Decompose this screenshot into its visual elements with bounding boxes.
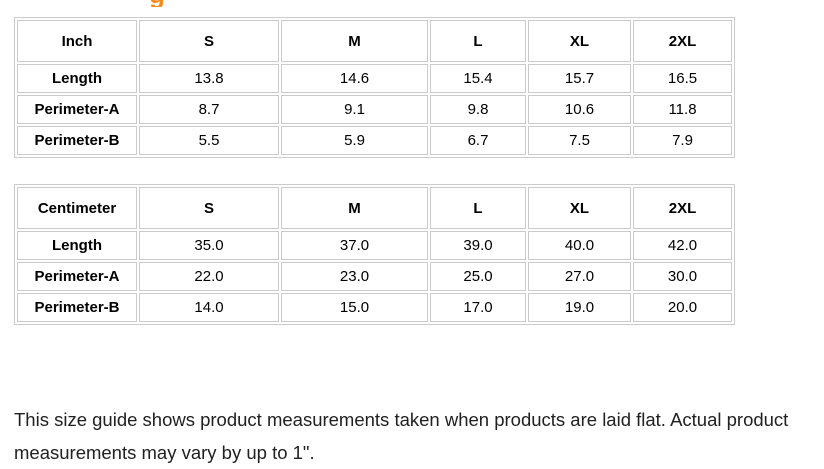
size-column-header: L xyxy=(430,187,526,229)
size-value-cell: 39.0 xyxy=(430,231,526,260)
row-label: Length xyxy=(17,64,137,93)
row-label: Perimeter-B xyxy=(17,126,137,155)
size-column-header: S xyxy=(139,187,279,229)
size-value-cell: 15.4 xyxy=(430,64,526,93)
row-label: Perimeter-A xyxy=(17,262,137,291)
row-label: Perimeter-B xyxy=(17,293,137,322)
size-value-cell: 7.5 xyxy=(528,126,631,155)
size-value-cell: 5.9 xyxy=(281,126,428,155)
size-column-header: S xyxy=(139,20,279,62)
table-row-length: Length 35.0 37.0 39.0 40.0 42.0 xyxy=(17,231,732,260)
size-value-cell: 11.8 xyxy=(633,95,732,124)
size-value-cell: 17.0 xyxy=(430,293,526,322)
size-value-cell: 8.7 xyxy=(139,95,279,124)
unit-header-cell: Inch xyxy=(17,20,137,62)
inch-header-row: Inch S M L XL 2XL xyxy=(17,20,732,62)
clipped-heading-fragment: g xyxy=(149,0,175,7)
size-value-cell: 9.1 xyxy=(281,95,428,124)
size-value-cell: 37.0 xyxy=(281,231,428,260)
size-value-cell: 22.0 xyxy=(139,262,279,291)
heading-letter: g xyxy=(149,0,165,7)
size-value-cell: 42.0 xyxy=(633,231,732,260)
size-table-inch: Inch S M L XL 2XL Length 13.8 14.6 15.4 … xyxy=(14,17,735,158)
size-value-cell: 40.0 xyxy=(528,231,631,260)
size-table-centimeter: Centimeter S M L XL 2XL Length 35.0 37.0… xyxy=(14,184,735,325)
table-row-length: Length 13.8 14.6 15.4 15.7 16.5 xyxy=(17,64,732,93)
size-value-cell: 16.5 xyxy=(633,64,732,93)
size-value-cell: 6.7 xyxy=(430,126,526,155)
size-value-cell: 5.5 xyxy=(139,126,279,155)
size-value-cell: 30.0 xyxy=(633,262,732,291)
size-value-cell: 35.0 xyxy=(139,231,279,260)
size-value-cell: 7.9 xyxy=(633,126,732,155)
size-guide-note: This size guide shows product measuremen… xyxy=(14,408,789,463)
size-value-cell: 27.0 xyxy=(528,262,631,291)
size-value-cell: 13.8 xyxy=(139,64,279,93)
table-row-perimeter-b: Perimeter-B 5.5 5.9 6.7 7.5 7.9 xyxy=(17,126,732,155)
size-value-cell: 15.7 xyxy=(528,64,631,93)
cm-header-row: Centimeter S M L XL 2XL xyxy=(17,187,732,229)
table-row-perimeter-a: Perimeter-A 8.7 9.1 9.8 10.6 11.8 xyxy=(17,95,732,124)
size-value-cell: 14.6 xyxy=(281,64,428,93)
table-row-perimeter-a: Perimeter-A 22.0 23.0 25.0 27.0 30.0 xyxy=(17,262,732,291)
row-label: Length xyxy=(17,231,137,260)
size-column-header: L xyxy=(430,20,526,62)
size-column-header: M xyxy=(281,20,428,62)
table-row-perimeter-b: Perimeter-B 14.0 15.0 17.0 19.0 20.0 xyxy=(17,293,732,322)
size-value-cell: 14.0 xyxy=(139,293,279,322)
size-value-cell: 25.0 xyxy=(430,262,526,291)
size-column-header: 2XL xyxy=(633,187,732,229)
size-value-cell: 15.0 xyxy=(281,293,428,322)
size-value-cell: 23.0 xyxy=(281,262,428,291)
unit-header-cell: Centimeter xyxy=(17,187,137,229)
row-label: Perimeter-A xyxy=(17,95,137,124)
size-guide-section: Inch S M L XL 2XL Length 13.8 14.6 15.4 … xyxy=(14,17,735,325)
size-value-cell: 10.6 xyxy=(528,95,631,124)
size-column-header: 2XL xyxy=(633,20,732,62)
size-value-cell: 19.0 xyxy=(528,293,631,322)
size-column-header: XL xyxy=(528,20,631,62)
size-value-cell: 9.8 xyxy=(430,95,526,124)
size-value-cell: 20.0 xyxy=(633,293,732,322)
size-column-header: XL xyxy=(528,187,631,229)
size-column-header: M xyxy=(281,187,428,229)
